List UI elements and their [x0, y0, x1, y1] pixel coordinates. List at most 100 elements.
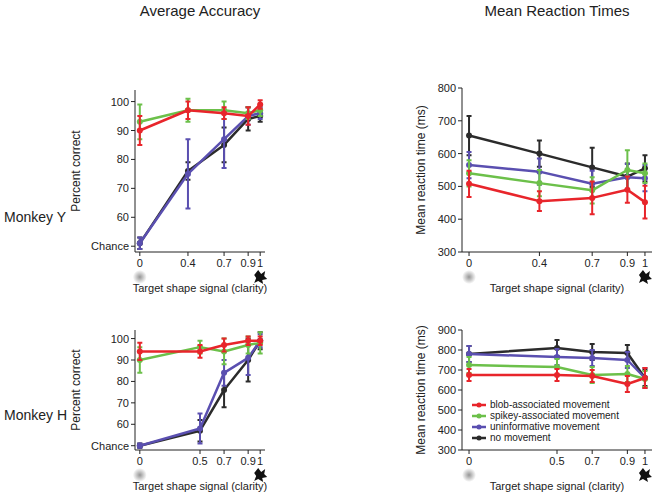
error-bar	[537, 191, 542, 211]
data-point	[221, 110, 227, 116]
column-title: Average Accuracy	[140, 2, 261, 19]
error-bar	[555, 369, 560, 381]
x-tick-label: 0.5	[549, 455, 564, 467]
error-bar	[246, 107, 251, 124]
data-point	[185, 107, 191, 113]
y-tick-label: 80	[117, 375, 129, 387]
error-bar	[222, 339, 227, 365]
error-bar	[246, 336, 251, 345]
error-bar	[590, 367, 595, 383]
x-axis-label: Target shape signal (clarity)	[133, 282, 268, 294]
row-label: Monkey H	[4, 407, 67, 423]
y-tick-label: 700	[438, 364, 456, 376]
x-tick	[469, 450, 470, 454]
data-point	[624, 357, 630, 363]
y-tick	[458, 410, 462, 411]
error-bar	[137, 444, 142, 448]
y-tick	[458, 450, 462, 451]
error-bar	[222, 102, 227, 119]
x-tick-label: 0.7	[585, 257, 600, 269]
y-tick	[131, 246, 135, 247]
x-tick	[557, 450, 558, 454]
x-tick	[224, 450, 225, 454]
legend: blob-associated movementspikey-associate…	[472, 399, 619, 443]
x-tick	[187, 252, 188, 256]
series-line	[469, 170, 645, 190]
x-axis-label: Target shape signal (clarity)	[490, 282, 625, 294]
data-point	[221, 136, 227, 142]
data-point	[536, 151, 542, 157]
x-tick	[139, 252, 140, 256]
y-tick	[458, 219, 462, 220]
x-tick	[627, 450, 628, 454]
x-tick-label: 0.7	[585, 455, 600, 467]
data-point	[642, 375, 648, 381]
data-point	[197, 348, 203, 354]
y-tick	[131, 402, 135, 403]
series-line	[469, 365, 645, 379]
data-point	[554, 372, 560, 378]
x-tick-label: 0.9	[240, 455, 255, 467]
y-tick-label: 500	[438, 180, 456, 192]
data-point	[624, 167, 630, 173]
y-tick-label: 300	[438, 444, 456, 456]
data-point	[185, 107, 191, 113]
data-point	[642, 170, 648, 176]
y-tick-label: 900	[438, 324, 456, 336]
x-tick	[469, 252, 470, 256]
y-tick	[131, 217, 135, 218]
y-axis-line	[135, 330, 136, 450]
y-tick	[458, 88, 462, 89]
data-point	[185, 171, 191, 177]
error-bar	[185, 102, 190, 119]
data-point	[137, 348, 143, 354]
data-point	[642, 375, 648, 381]
data-point	[137, 443, 143, 449]
data-point	[221, 342, 227, 348]
data-point	[257, 338, 263, 344]
data-point	[245, 113, 251, 119]
x-tick-label: 1	[642, 455, 648, 467]
series-line	[469, 184, 645, 202]
error-bar	[642, 186, 647, 219]
y-tick-label: 600	[438, 148, 456, 160]
y-tick-label: 70	[117, 397, 129, 409]
y-tick-label: 90	[117, 125, 129, 137]
error-bar	[222, 339, 227, 352]
spikey-icon	[639, 468, 652, 482]
x-tick-label: 0.4	[532, 257, 547, 269]
x-tick-label: 0	[466, 455, 472, 467]
y-tick	[458, 350, 462, 351]
data-point	[589, 355, 595, 361]
y-tick-label: 800	[438, 344, 456, 356]
error-bar	[642, 368, 647, 388]
data-point	[137, 443, 143, 449]
data-point	[642, 199, 648, 205]
series-line	[140, 113, 260, 243]
x-tick	[644, 252, 645, 256]
data-point	[466, 181, 472, 187]
y-axis-label: Percent correct	[69, 130, 83, 212]
error-bar	[625, 376, 630, 392]
y-axis-label: Mean reaction time (ms)	[414, 325, 428, 454]
y-tick	[458, 390, 462, 391]
x-tick-label: 0.9	[620, 455, 635, 467]
series-line	[469, 348, 645, 378]
x-axis-line	[135, 252, 265, 253]
x-tick-label: 1	[642, 257, 648, 269]
x-tick	[539, 252, 540, 256]
error-bar	[198, 414, 203, 444]
column-title: Mean Reaction Times	[484, 2, 629, 19]
data-point	[257, 338, 263, 344]
y-tick-label: 700	[438, 115, 456, 127]
series-line	[469, 136, 645, 177]
x-tick-label: 0.9	[240, 257, 255, 269]
y-tick	[458, 186, 462, 187]
y-tick	[131, 188, 135, 189]
error-bar	[185, 99, 190, 122]
x-tick-label: 0	[137, 257, 143, 269]
legend-swatch-dot	[477, 414, 482, 419]
series-line	[140, 341, 260, 446]
x-tick	[200, 450, 201, 454]
y-tick	[131, 445, 135, 446]
